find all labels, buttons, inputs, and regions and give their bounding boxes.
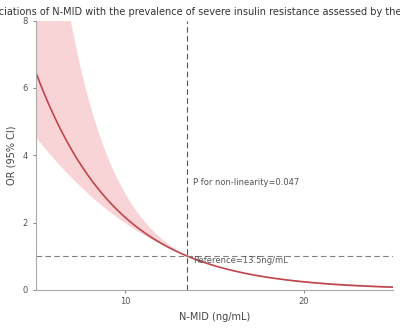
Y-axis label: OR (95% CI): OR (95% CI)	[7, 125, 17, 185]
X-axis label: N-MID (ng/mL): N-MID (ng/mL)	[179, 312, 250, 322]
Title: Associations of N-MID with the prevalence of severe insulin resistance assessed : Associations of N-MID with the prevalenc…	[0, 7, 400, 17]
Text: Reference=13.5ng/mL: Reference=13.5ng/mL	[193, 256, 288, 265]
Text: P for non-linearity=0.047: P for non-linearity=0.047	[193, 178, 299, 187]
